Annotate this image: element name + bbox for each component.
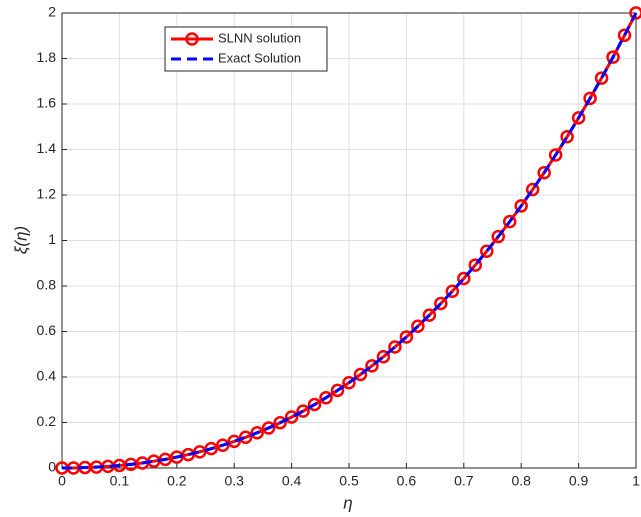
marker <box>296 404 310 418</box>
y-tick-label: 2 <box>48 4 56 20</box>
marker <box>457 271 471 286</box>
marker <box>468 258 483 272</box>
y-tick-label: 1.4 <box>37 140 57 156</box>
x-tick-label: 0.1 <box>110 473 130 489</box>
marker <box>250 425 264 440</box>
series-line <box>62 12 638 470</box>
x-tick-label: 1 <box>632 473 640 489</box>
marker <box>606 50 620 64</box>
marker <box>273 415 287 430</box>
marker <box>422 308 437 322</box>
y-axis-label: ξ(η) <box>11 226 30 254</box>
marker <box>261 421 276 435</box>
legend-label: Exact Solution <box>218 50 301 65</box>
marker <box>388 340 402 354</box>
marker <box>525 182 540 197</box>
marker <box>480 244 494 258</box>
marker <box>537 165 551 180</box>
marker <box>617 28 632 43</box>
x-axis-label: η <box>343 493 352 512</box>
marker <box>514 199 528 213</box>
marker <box>502 214 517 229</box>
marker <box>548 148 563 162</box>
x-tick-label: 0.7 <box>454 473 474 489</box>
legend-marker <box>185 32 199 46</box>
y-tick-label: 0.6 <box>37 322 57 338</box>
x-tick-label: 0.9 <box>569 473 589 489</box>
legend-label: SLNN solution <box>218 30 301 45</box>
y-tick-label: 1.2 <box>37 186 57 202</box>
x-tick-label: 0.8 <box>511 473 531 489</box>
marker <box>491 229 505 244</box>
marker <box>560 130 574 144</box>
y-tick-label: 0 <box>48 459 56 475</box>
marker <box>238 430 253 445</box>
axes-box <box>61 12 637 469</box>
y-tick-label: 1.6 <box>37 95 57 111</box>
x-tick-label: 0.4 <box>282 473 302 489</box>
marker <box>353 367 368 382</box>
y-tick-label: 1.8 <box>37 49 57 65</box>
legend: SLNN solution Exact Solution <box>164 26 328 72</box>
marker <box>319 390 333 405</box>
marker <box>629 6 641 20</box>
x-tick-label: 0.3 <box>224 473 244 489</box>
marker <box>434 296 448 311</box>
marker <box>307 397 322 412</box>
marker <box>445 284 460 298</box>
x-tick-label: 0.2 <box>167 473 187 489</box>
y-tick-label: 1 <box>48 231 56 247</box>
y-tick-label: 0.2 <box>37 413 57 429</box>
marker <box>330 383 345 398</box>
marker <box>365 359 379 373</box>
y-tick-label: 0.8 <box>37 277 57 293</box>
marker <box>284 410 299 424</box>
marker <box>594 71 609 85</box>
marker <box>411 319 425 334</box>
marker <box>227 434 241 449</box>
marker <box>399 330 414 344</box>
marker <box>571 111 586 125</box>
x-tick-label: 0.5 <box>339 473 359 489</box>
y-tick-label: 0.4 <box>37 368 57 384</box>
marker <box>215 438 230 452</box>
x-tick-label: 0.6 <box>397 473 417 489</box>
marker <box>342 375 356 390</box>
marker <box>376 350 391 364</box>
x-tick-label: 0 <box>58 473 66 489</box>
marker <box>583 91 597 106</box>
